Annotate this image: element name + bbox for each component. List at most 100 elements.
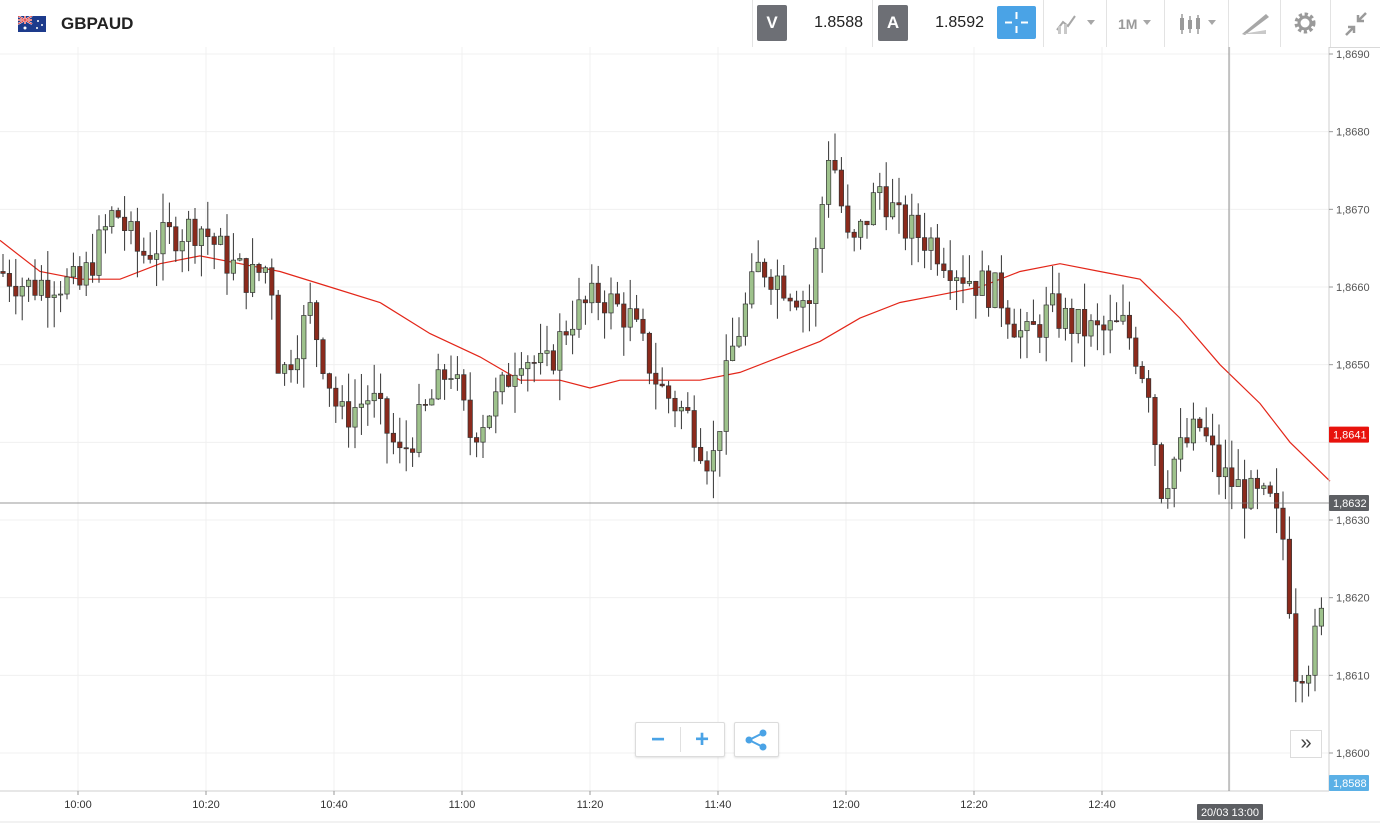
candle-body xyxy=(211,236,217,245)
candle-body xyxy=(288,364,294,371)
drawing-tools-button[interactable] xyxy=(1232,0,1278,47)
candle-body xyxy=(51,294,57,298)
candle-body xyxy=(928,237,934,251)
candle-body xyxy=(602,302,608,314)
candle-body xyxy=(384,398,390,434)
candle-body xyxy=(160,222,166,255)
candle-body xyxy=(672,397,678,412)
buy-price: 1.8592 xyxy=(935,14,984,31)
candle-body xyxy=(1101,324,1107,331)
candle-body xyxy=(1222,467,1228,478)
candle-body xyxy=(1050,293,1056,306)
candle-body xyxy=(544,350,550,354)
candle-body xyxy=(1280,507,1286,540)
candle-body xyxy=(435,369,441,400)
candle-body xyxy=(1043,304,1049,338)
buy-price-box[interactable]: A 1.8592 xyxy=(878,5,990,41)
candle-body xyxy=(986,270,992,308)
candle-body xyxy=(858,220,864,238)
candle-body xyxy=(576,299,582,330)
candle-body xyxy=(166,222,172,228)
candle-body xyxy=(1267,485,1273,494)
candle-body xyxy=(1293,613,1299,682)
collapse-button[interactable] xyxy=(1334,0,1378,47)
settings-button[interactable] xyxy=(1284,0,1326,47)
candle-body xyxy=(352,407,358,428)
x-tick-label: 11:00 xyxy=(449,799,476,811)
x-tick-label: 11:40 xyxy=(705,799,732,811)
toolbar-divider xyxy=(1228,0,1229,47)
x-tick-label: 10:00 xyxy=(64,799,92,811)
candle-body xyxy=(339,401,345,407)
candle-body xyxy=(1062,307,1068,329)
scroll-to-latest-button[interactable]: » xyxy=(1290,730,1322,758)
y-tick-label: 1,8670 xyxy=(1336,204,1370,216)
candle-body xyxy=(512,374,518,387)
candle-body xyxy=(70,266,76,278)
candle-body xyxy=(38,279,44,296)
candle-body xyxy=(96,229,102,276)
candle-body xyxy=(474,437,480,443)
price-chart[interactable]: 1,8690 1,8680 1,8670 1,8660 1,8650 1,8630 1,86… xyxy=(0,47,1380,825)
candle-body xyxy=(685,407,691,411)
y-tick-label: 1,8690 xyxy=(1336,49,1370,61)
candle-body xyxy=(762,261,768,278)
toolbar-divider xyxy=(1106,0,1107,47)
candle-body xyxy=(998,272,1004,309)
candle-body xyxy=(800,300,806,308)
candle-body xyxy=(1171,458,1177,489)
candle-body xyxy=(883,186,889,218)
timeframe-button[interactable]: 1M xyxy=(1110,0,1162,47)
candle-body xyxy=(704,460,710,472)
zoom-in-button[interactable]: + xyxy=(694,726,709,753)
candle-body xyxy=(141,250,147,256)
toolbar-divider xyxy=(752,0,753,47)
crosshair-price-label-bg xyxy=(1329,495,1369,511)
crosshair-time-label: 20/03 13:00 xyxy=(1201,807,1259,819)
sell-label: V xyxy=(757,5,787,41)
indicators-button[interactable] xyxy=(1050,0,1102,47)
candle-body xyxy=(218,235,224,245)
candle-body xyxy=(781,275,787,299)
candle-body xyxy=(32,279,38,296)
candle-body xyxy=(589,282,595,304)
y-tick-label: 1,8600 xyxy=(1336,748,1370,760)
candle-body xyxy=(371,392,377,402)
sell-price-box[interactable]: V 1.8588 xyxy=(757,5,869,41)
crosshair-button[interactable] xyxy=(997,6,1036,39)
candle-body xyxy=(1056,293,1062,329)
last-price-label-bg xyxy=(1329,426,1369,443)
candle-body xyxy=(1184,437,1190,444)
candle-body xyxy=(102,226,108,231)
candle-body xyxy=(416,404,422,453)
zoom-out-button[interactable]: − xyxy=(650,726,665,753)
share-button[interactable] xyxy=(734,722,779,757)
candle-body xyxy=(1030,321,1036,325)
candle-body xyxy=(794,300,800,308)
candle-body xyxy=(461,374,467,401)
candle-body xyxy=(1139,365,1145,379)
x-tick-label: 11:20 xyxy=(577,799,604,811)
bid-price-label-bg xyxy=(1329,775,1369,791)
toolbar-divider xyxy=(1164,0,1165,47)
candle-body xyxy=(992,272,998,308)
candle-body xyxy=(397,441,403,449)
gb-au-flag-icon xyxy=(18,16,46,32)
candle-body xyxy=(19,286,25,297)
crosshair-price-label: 1,8632 xyxy=(1333,498,1367,510)
candle-body xyxy=(154,253,160,260)
timeframe-label: 1M xyxy=(1118,16,1138,32)
candle-body xyxy=(410,448,416,453)
x-tick-label: 12:00 xyxy=(832,799,860,811)
candle-body xyxy=(710,450,716,472)
candle-body xyxy=(454,374,460,379)
chart-type-button[interactable] xyxy=(1168,0,1224,47)
crosshair-icon xyxy=(1005,12,1028,33)
candle-body xyxy=(282,364,288,374)
candle-body xyxy=(230,259,236,274)
candle-body xyxy=(134,221,140,252)
y-tick-label: 1,8650 xyxy=(1336,360,1370,372)
candle-body xyxy=(467,399,473,438)
candle-body xyxy=(608,293,614,314)
candle-body xyxy=(429,398,435,406)
